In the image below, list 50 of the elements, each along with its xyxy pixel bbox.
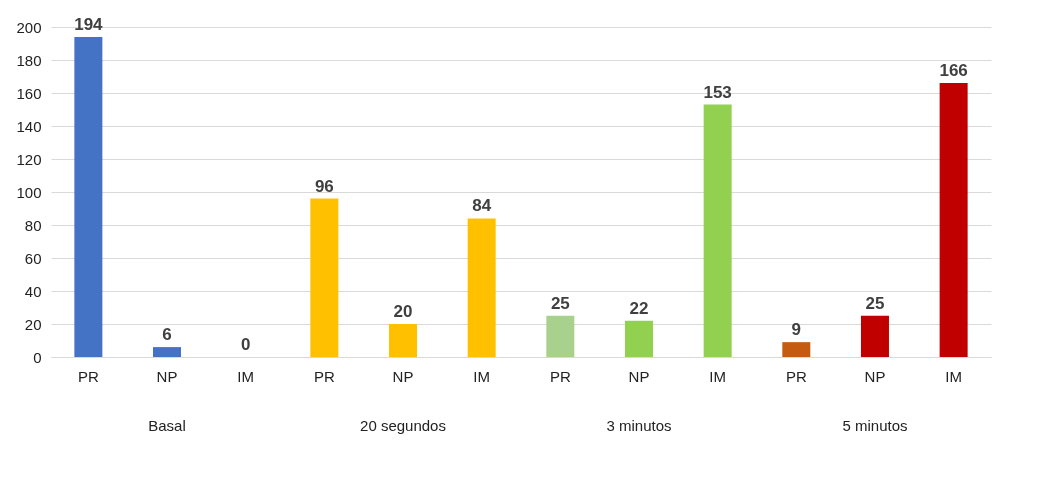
bar <box>389 324 418 357</box>
text: 3 minutos <box>606 417 672 434</box>
x-tick-label: IM <box>473 367 491 385</box>
text: 5 minutos <box>842 417 908 434</box>
x-tick-label: IM <box>945 367 962 385</box>
bar <box>310 198 339 357</box>
data-label: 0 <box>240 335 251 354</box>
x-tick-label: NP <box>156 367 178 385</box>
x-tick-label: IM <box>709 367 726 385</box>
y-tick-label: 180 <box>16 51 42 69</box>
x-tick-label: PR <box>313 367 335 385</box>
bar <box>624 320 653 357</box>
y-tick-label: 60 <box>24 249 42 267</box>
bar <box>939 83 968 357</box>
data-label: 84 <box>472 196 492 216</box>
bar <box>153 347 182 357</box>
bar <box>703 104 732 357</box>
y-tick-label: 120 <box>16 150 42 168</box>
data-label: 6 <box>162 325 172 345</box>
x-tick-label: IM <box>237 367 255 385</box>
bar <box>860 315 889 357</box>
y-tick-label: 40 <box>24 282 42 300</box>
x-tick-label: NP <box>628 367 650 385</box>
data-label: 25 <box>865 293 885 313</box>
bar <box>546 315 575 357</box>
x-tick-label: NP <box>392 367 414 385</box>
bar <box>782 342 811 357</box>
bar <box>74 36 103 357</box>
data-label: 194 <box>74 14 104 34</box>
data-label: 25 <box>550 293 570 313</box>
text: Basal <box>148 417 186 434</box>
bar <box>467 218 496 357</box>
data-label: 96 <box>314 176 334 196</box>
x-tick-label: PR <box>77 367 99 385</box>
data-label: 166 <box>939 61 968 81</box>
y-tick-label: 160 <box>16 84 42 102</box>
x-tick-label: PR <box>549 367 571 385</box>
y-tick-label: 140 <box>16 117 42 135</box>
data-label: 9 <box>791 320 802 340</box>
data-label: 153 <box>703 82 732 102</box>
x-tick-label: PR <box>785 367 807 385</box>
y-tick-label: 0 <box>33 348 42 366</box>
y-tick-label: 200 <box>16 18 42 36</box>
y-tick-label: 20 <box>24 315 42 333</box>
y-tick-label: 80 <box>24 216 42 234</box>
y-tick-label: 100 <box>16 183 42 201</box>
x-tick-label: NP <box>864 367 886 385</box>
data-label: 20 <box>393 302 413 321</box>
text: 20 segundos <box>360 417 446 434</box>
data-label: 22 <box>629 298 649 318</box>
